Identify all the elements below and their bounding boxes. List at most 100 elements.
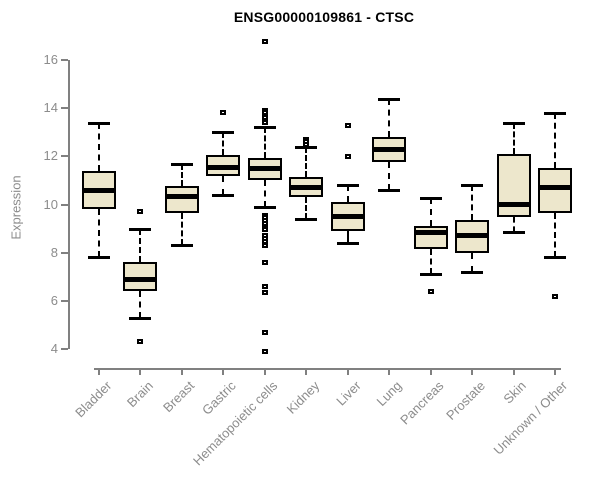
x-tick xyxy=(98,368,100,375)
outlier-point xyxy=(261,242,268,248)
whisker-lower xyxy=(471,252,474,272)
whisker-upper xyxy=(305,146,308,177)
x-tick-label: Breast xyxy=(160,378,198,416)
whisker-upper xyxy=(512,122,515,154)
outlier-point xyxy=(261,259,268,265)
box-breast xyxy=(164,186,199,213)
outlier-point xyxy=(137,209,144,215)
x-tick xyxy=(305,368,308,375)
whisker-cap-upper xyxy=(212,131,235,135)
x-tick xyxy=(222,368,225,375)
chart-title: ENSG00000109861 - CTSC xyxy=(233,9,415,25)
whisker-cap-upper xyxy=(336,184,359,188)
y-tick-label: 8 xyxy=(50,244,58,260)
whisker-cap-lower xyxy=(212,193,235,197)
outlier-point xyxy=(551,293,558,299)
whisker-cap-lower xyxy=(170,244,193,248)
box-skin xyxy=(496,153,531,217)
x-tick xyxy=(553,368,556,375)
median-line xyxy=(332,214,363,220)
y-tick-label: 14 xyxy=(43,100,58,116)
whisker-upper xyxy=(263,127,266,158)
whisker-cap-lower xyxy=(378,189,401,193)
whisker-cap-upper xyxy=(461,184,484,188)
outlier-point xyxy=(261,289,268,295)
y-tick-label: 16 xyxy=(43,52,58,67)
whisker-cap-upper xyxy=(170,162,193,166)
whisker-cap-upper xyxy=(253,126,276,130)
y-axis-label: Expression xyxy=(8,175,24,240)
outlier-point xyxy=(137,339,144,345)
x-axis-line xyxy=(94,368,561,370)
x-tick xyxy=(346,368,349,375)
whisker-lower xyxy=(429,249,432,275)
whisker-lower xyxy=(98,209,100,258)
whisker-lower xyxy=(305,197,308,219)
whisker-cap-upper xyxy=(129,227,152,231)
x-tick-label: Prostate xyxy=(442,378,488,423)
x-tick-label: Pancreas xyxy=(396,378,447,428)
y-tick xyxy=(61,59,68,61)
outlier-point xyxy=(261,227,268,233)
median-line xyxy=(208,164,239,170)
whisker-cap-lower xyxy=(253,205,276,209)
y-tick xyxy=(61,107,68,110)
y-tick xyxy=(61,299,68,302)
x-tick xyxy=(471,368,474,375)
outlier-point xyxy=(261,120,268,126)
whisker-cap-lower xyxy=(461,270,484,274)
box-unknown-other xyxy=(537,168,572,213)
y-axis-line xyxy=(68,60,70,349)
whisker-cap-upper xyxy=(295,145,318,149)
whisker-lower xyxy=(180,212,183,246)
y-tick-label: 10 xyxy=(43,196,58,212)
whisker-upper xyxy=(346,185,349,203)
whisker-cap-upper xyxy=(543,111,566,115)
y-tick xyxy=(61,348,68,350)
median-line xyxy=(498,202,529,207)
x-tick xyxy=(180,368,183,375)
whisker-cap-lower xyxy=(295,217,318,221)
outlier-point xyxy=(261,283,268,289)
y-tick xyxy=(61,155,68,158)
y-tick-label: 12 xyxy=(43,148,58,164)
x-tick-label: Lung xyxy=(373,378,405,410)
outlier-point xyxy=(261,39,268,45)
outlier-point xyxy=(344,122,351,128)
outlier-point xyxy=(220,110,227,116)
whisker-lower xyxy=(139,291,142,318)
y-tick xyxy=(61,203,68,206)
x-tick xyxy=(512,368,515,375)
whisker-upper xyxy=(180,163,183,187)
whisker-lower xyxy=(222,175,225,195)
x-tick-label: Brain xyxy=(123,378,157,411)
outlier-point xyxy=(261,329,268,335)
median-line xyxy=(249,165,280,171)
median-line xyxy=(457,233,488,239)
y-tick xyxy=(61,251,68,254)
whisker-lower xyxy=(512,216,515,233)
outlier-point xyxy=(261,348,268,354)
whisker-cap-upper xyxy=(502,121,525,125)
median-line xyxy=(539,185,570,191)
x-tick-label: Skin xyxy=(500,378,530,407)
whisker-cap-lower xyxy=(336,242,359,246)
x-tick xyxy=(139,368,142,375)
x-tick xyxy=(388,368,391,375)
x-tick xyxy=(263,368,266,375)
whisker-cap-upper xyxy=(378,97,401,101)
y-tick-label: 6 xyxy=(50,292,58,308)
whisker-upper xyxy=(98,122,100,171)
whisker-upper xyxy=(139,228,142,263)
x-tick-label: Gastric xyxy=(199,378,239,418)
median-line xyxy=(415,229,446,235)
whisker-cap-lower xyxy=(502,231,525,235)
whisker-lower xyxy=(263,180,266,207)
x-tick xyxy=(429,368,432,375)
whisker-cap-upper xyxy=(88,121,110,125)
median-line xyxy=(374,146,405,152)
x-tick-label: Unknown / Other xyxy=(490,378,571,458)
outlier-point xyxy=(344,153,351,159)
whisker-cap-lower xyxy=(543,256,566,260)
